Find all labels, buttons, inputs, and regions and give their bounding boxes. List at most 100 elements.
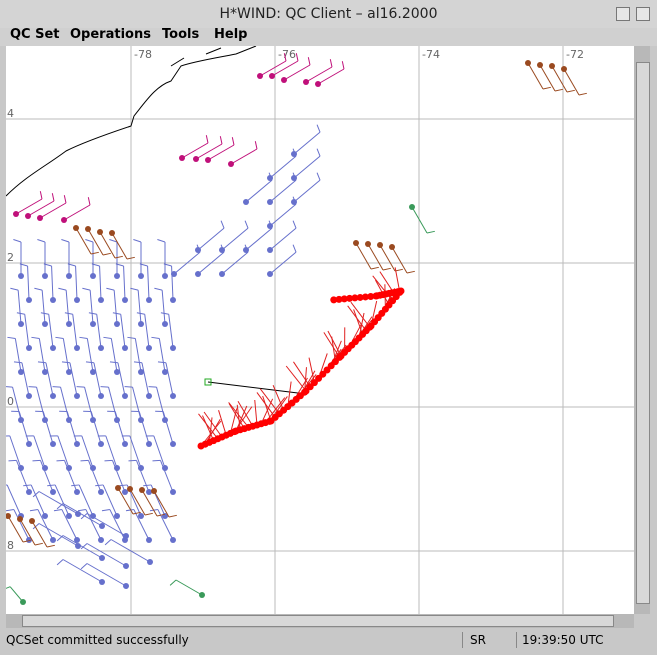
wind-barb [47,484,56,487]
obs-point [17,516,23,522]
wind-barb [61,509,78,541]
marker[interactable] [204,378,212,386]
obs-point [50,393,56,399]
wind-barb [53,509,62,512]
wind-barb [411,206,428,234]
obs-point [109,230,115,236]
wind-barb [129,488,146,516]
wind-barb [56,459,65,462]
obs-point [114,321,120,327]
obs-point [170,489,176,495]
wind-barb [551,65,568,93]
wind-barb [268,220,273,229]
obs-point [162,465,168,471]
wind-barb [283,64,311,81]
wind-barb [539,64,556,92]
wind-barb [157,239,166,243]
wind-barb [160,460,174,493]
obs-point [114,465,120,471]
track-point [351,294,359,302]
obs-point [90,369,96,375]
wind-barb [37,509,54,541]
horizontal-scrollbar[interactable] [6,614,634,628]
wind-barb [195,143,223,160]
wind-barb [394,268,403,272]
wind-barb [52,386,61,388]
separator [516,632,517,648]
wind-barb [76,386,85,388]
wind-barb [84,386,94,421]
wind-barb [316,124,321,133]
wind-barb [32,523,40,530]
wind-barb [112,460,126,493]
wind-barb [17,290,22,325]
wind-barb [160,312,169,315]
wind-barb [87,197,91,206]
wind-barb [285,365,307,392]
close-button[interactable] [636,7,650,21]
menu-item[interactable]: Operations [70,27,151,42]
obs-point [138,513,144,519]
obs-point [99,523,105,529]
wind-barb [51,193,55,202]
obs-point [525,60,531,66]
wind-barb [125,509,134,512]
wind-barb [156,513,165,517]
map-canvas: -78 -76 -74 -72 4 2 0 8 [6,46,634,614]
obs-point [74,393,80,399]
obs-point [549,63,555,69]
wind-barb [115,263,124,267]
wind-barb [236,404,241,430]
wind-barb [161,290,166,325]
obs-point [98,393,104,399]
wind-barb [36,386,46,421]
wind-barb [130,287,139,291]
wind-barb [19,263,28,267]
wind-barb [127,336,136,339]
wind-barb [32,491,40,498]
wind-barb [14,338,22,373]
obs-point [122,297,128,303]
minimize-button[interactable] [616,7,630,21]
wind-barb [293,155,321,179]
obs-point [170,441,176,447]
wind-barb [86,513,127,537]
obs-point [114,273,120,279]
obs-point [74,297,80,303]
menu-item[interactable]: Help [214,27,248,42]
wind-barb [293,361,311,388]
obs-point [205,157,211,163]
wind-barb [147,266,150,301]
wind-barb [293,131,321,155]
wind-barb [64,312,73,315]
wind-barb [38,523,79,547]
wind-barb [13,239,22,243]
map-view[interactable]: -78 -76 -74 -72 4 2 0 8 [6,46,634,614]
obs-point [90,321,96,327]
wind-barb [56,503,64,510]
vertical-scrollbar[interactable] [634,46,650,614]
wind-barb [45,362,54,397]
wind-barb [24,314,30,349]
obs-point [171,271,177,277]
lat-label: 4 [7,107,14,120]
wind-barb [21,362,30,397]
wind-barb [293,179,321,203]
track-point [330,296,338,304]
menu-item[interactable]: Tools [162,27,200,42]
wind-barb [51,266,54,301]
scroll-thumb[interactable] [636,62,650,604]
wind-barb [287,381,292,407]
wind-barb [96,314,102,349]
obs-point [389,244,395,250]
wind-barb [113,290,118,325]
scroll-thumb[interactable] [22,615,614,627]
wind-barb [197,227,225,251]
obs-point [42,369,48,375]
obs-point [42,465,48,471]
wind-barb [126,256,135,260]
wind-barb [90,251,99,255]
obs-point [138,321,144,327]
menu-item[interactable]: QC Set [10,27,60,42]
obs-point [353,240,359,246]
